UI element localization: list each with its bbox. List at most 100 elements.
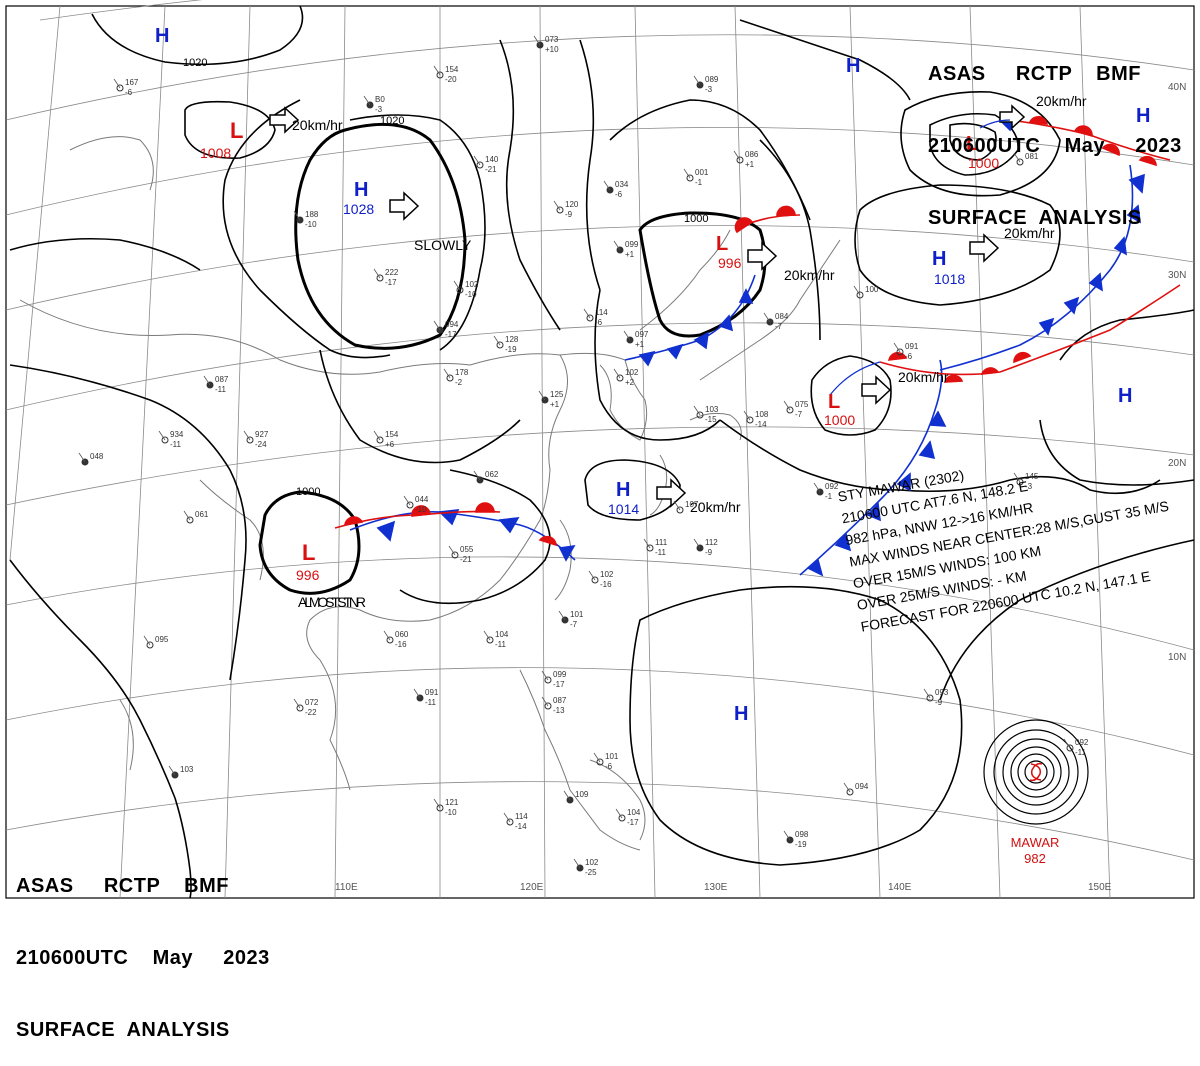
station-pressure: 140 [485, 155, 499, 164]
station-pressure: 112 [705, 538, 718, 547]
low-center: L [966, 133, 978, 155]
station-marker [376, 274, 384, 282]
high-center: H [1136, 105, 1150, 127]
station-pressure: 114 [515, 812, 528, 821]
station-wind-barb [113, 78, 121, 89]
typhoon-pressure: 982 [1024, 851, 1046, 866]
station-marker [1066, 744, 1074, 752]
station-tendency: +1 [745, 160, 755, 169]
station-pressure: 128 [505, 335, 519, 344]
station-tendency: -2 [455, 378, 463, 387]
station-marker [1016, 158, 1024, 166]
station-wind-barb [413, 688, 421, 699]
station-wind-barb [538, 390, 546, 401]
warm-front-northeast [1009, 116, 1171, 167]
station-pressure: 091 [905, 342, 919, 351]
station-marker [296, 704, 304, 712]
station-marker [246, 436, 254, 444]
station-tendency: +6 [385, 440, 395, 449]
station-tendency: +2 [625, 378, 635, 387]
station-pressure: 927 [255, 430, 269, 439]
station-tendency: -11 [215, 385, 227, 394]
motion-label: 20km/hr [784, 267, 835, 283]
station-pressure: 048 [90, 452, 104, 461]
station-pressure: 084 [775, 312, 789, 321]
station-pressure: 089 [705, 75, 719, 84]
station-tendency: -24 [255, 440, 267, 449]
station-wind-barb [158, 430, 166, 441]
station-marker [686, 174, 694, 182]
station-marker [786, 406, 794, 414]
station-pressure: 102 [625, 368, 639, 377]
station-pressure: 154 [445, 65, 459, 74]
station-wind-barb [783, 830, 791, 841]
station-pressure: 108 [755, 410, 769, 419]
low-pressure-value: 996 [718, 255, 742, 271]
station-marker [406, 501, 414, 509]
station-pressure: 073 [545, 35, 559, 44]
station-marker [436, 804, 444, 812]
station-marker [856, 291, 864, 299]
station-wind-barb [443, 368, 451, 379]
station-tendency: -14 [515, 822, 527, 831]
station-pressure: 098 [795, 830, 809, 839]
station-marker [446, 374, 454, 382]
station-wind-barb [843, 782, 851, 793]
title-line: SURFACE ANALYSIS [928, 207, 1142, 229]
station-wind-barb [588, 570, 596, 581]
station-marker [161, 436, 169, 444]
station-wind-barb [373, 268, 381, 279]
station-wind-barb [923, 688, 931, 699]
station-marker [456, 286, 464, 294]
station-wind-barb [1013, 472, 1021, 483]
station-marker [1016, 478, 1024, 486]
typhoon-label: MAWAR 982 [1010, 835, 1060, 867]
station-wind-barb [693, 405, 701, 416]
station-marker [926, 694, 934, 702]
lon-label: 120E [520, 882, 544, 893]
high-pressure-value: 1028 [343, 201, 374, 217]
low-center: L [828, 391, 840, 413]
lon-label: 140E [888, 882, 912, 893]
motion-label: 20km/hr [292, 117, 343, 133]
station-wind-barb [493, 335, 501, 346]
lat-label: 30N [1168, 270, 1186, 281]
station-tendency: -7 [775, 322, 783, 331]
station-wind-barb [673, 500, 681, 511]
station-wind-barb [553, 200, 561, 211]
station-wind-barb [503, 812, 511, 823]
station-marker [476, 161, 484, 169]
station-pressure: 102 [465, 280, 479, 289]
station-wind-barb [363, 95, 371, 106]
station-wind-barb [613, 368, 621, 379]
high-center: H [1118, 385, 1132, 407]
station-pressure: 087 [553, 696, 567, 705]
isobars-bold [258, 122, 767, 595]
station-wind-barb [693, 538, 701, 549]
station-pressure: 114 [595, 308, 608, 317]
station-pressure: 104 [495, 630, 509, 639]
station-tendency: +1 [625, 250, 635, 259]
title-line: SURFACE ANALYSIS [16, 1019, 230, 1041]
station-tendency: -13 [553, 706, 565, 715]
station-pressure: 121 [445, 798, 459, 807]
station-tendency: -6 [125, 88, 133, 97]
station-tendency: -16 [600, 580, 612, 589]
station-pressure: 001 [695, 168, 709, 177]
station-wind-barb [541, 670, 549, 681]
warm-front-west [334, 502, 557, 547]
cold-front-central [624, 274, 756, 367]
station-pressure: 099 [553, 670, 567, 679]
station-wind-barb [293, 698, 301, 709]
station-tendency: -3 [375, 105, 383, 114]
title-line: 210600UTC May 2023 [16, 947, 270, 969]
station-tendency: +1 [635, 340, 645, 349]
station-marker [676, 506, 684, 514]
station-tendency: -11 [425, 698, 437, 707]
station-marker [596, 758, 604, 766]
station-pressure: 072 [305, 698, 319, 707]
station-tendency: -11 [655, 548, 667, 557]
station-pressure: 055 [460, 545, 474, 554]
station-pressure: 101 [570, 610, 584, 619]
station-wind-barb [583, 308, 591, 319]
